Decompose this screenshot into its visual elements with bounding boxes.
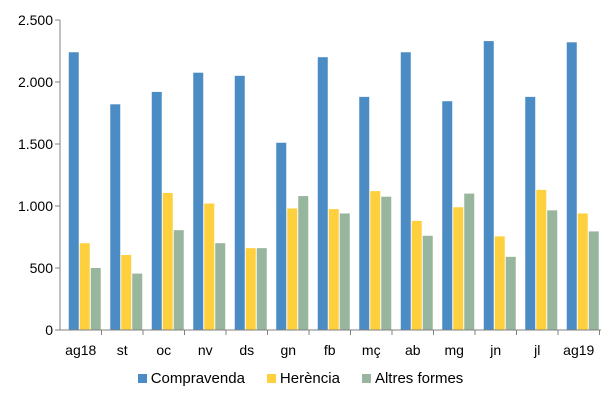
bar-her-ncia-12	[577, 213, 588, 330]
x-tick-label: mç	[362, 342, 381, 358]
bar-her-ncia-2	[162, 192, 173, 330]
bar-her-ncia-8	[411, 220, 422, 330]
x-tick-label: ag19	[563, 342, 594, 358]
bar-altres-formes-2	[173, 230, 184, 330]
bar-compravenda-6	[317, 57, 328, 330]
y-tick-label: 1.000	[18, 198, 53, 214]
bar-her-ncia-1	[121, 254, 132, 330]
bar-compravenda-7	[359, 96, 370, 330]
bar-her-ncia-10	[494, 236, 505, 330]
bar-altres-formes-8	[422, 235, 433, 330]
bar-altres-formes-3	[215, 243, 226, 330]
bar-altres-formes-1	[132, 273, 143, 330]
legend-swatch-herencia	[266, 373, 276, 383]
x-tick-label: ds	[239, 342, 254, 358]
bar-altres-formes-0	[90, 268, 101, 330]
bar-altres-formes-12	[588, 231, 599, 330]
legend-item-compravenda: Compravenda	[137, 369, 245, 387]
legend-swatch-compravenda	[137, 373, 147, 383]
x-tick-label: ab	[405, 342, 421, 358]
bar-compravenda-11	[525, 96, 536, 330]
bar-altres-formes-5	[298, 196, 309, 330]
legend-swatch-altres-formes	[361, 373, 371, 383]
bar-compravenda-0	[68, 52, 79, 331]
axes	[55, 19, 601, 335]
legend-label-compravenda: Compravenda	[150, 369, 245, 387]
x-axis-tick-labels: ag18 st oc nv ds gn fb mç ab mg jn jl ag19	[65, 342, 594, 358]
y-tick-label: 2.500	[18, 12, 53, 28]
bar-altres-formes-10	[505, 256, 516, 330]
y-tick-label: 0	[45, 322, 53, 338]
bar-altres-formes-9	[464, 193, 475, 330]
y-tick-label: 500	[30, 260, 54, 276]
x-tick-label: fb	[324, 342, 336, 358]
bars	[68, 41, 599, 331]
bar-compravenda-4	[234, 75, 245, 330]
legend-item-herencia: Herència	[266, 369, 340, 387]
x-tick-label: gn	[280, 342, 296, 358]
x-tick-label: jn	[489, 342, 501, 358]
bar-her-ncia-5	[287, 208, 298, 330]
bar-compravenda-12	[566, 42, 577, 330]
bar-compravenda-9	[442, 101, 453, 330]
y-tick-label: 1.500	[18, 136, 53, 152]
legend: Compravenda Herència Altres formes	[0, 366, 601, 390]
bar-altres-formes-11	[547, 210, 558, 330]
bar-altres-formes-4	[256, 248, 267, 330]
bar-her-ncia-7	[370, 191, 381, 330]
x-tick-label: st	[117, 342, 128, 358]
bar-chart: 0 500 1.000 1.500 2.000 2.500 ag18 st oc nv ds gn f…	[18, 12, 601, 358]
x-tick-label: oc	[156, 342, 171, 358]
bar-altres-formes-7	[381, 196, 392, 330]
x-tick-label: ag18	[65, 342, 96, 358]
y-axis-tick-labels: 0 500 1.000 1.500 2.000 2.500	[18, 12, 53, 338]
y-tick-label: 2.000	[18, 74, 53, 90]
bar-her-ncia-0	[79, 243, 90, 330]
bar-compravenda-2	[151, 91, 162, 330]
bar-her-ncia-4	[245, 248, 256, 330]
bar-her-ncia-9	[453, 207, 464, 330]
bar-her-ncia-3	[204, 203, 215, 330]
bar-her-ncia-6	[328, 209, 339, 330]
bar-compravenda-10	[483, 41, 494, 331]
bar-her-ncia-11	[536, 189, 547, 330]
legend-label-altres-formes: Altres formes	[374, 369, 464, 387]
bar-compravenda-5	[276, 142, 287, 330]
legend-label-herencia: Herència	[279, 369, 340, 387]
bar-altres-formes-6	[339, 213, 350, 330]
bar-compravenda-3	[193, 72, 204, 330]
x-tick-label: nv	[198, 342, 213, 358]
x-tick-label: mg	[445, 342, 464, 358]
legend-item-altres-formes: Altres formes	[361, 369, 464, 387]
bar-compravenda-8	[400, 52, 411, 331]
bar-compravenda-1	[110, 104, 121, 330]
x-tick-label: jl	[533, 342, 540, 358]
